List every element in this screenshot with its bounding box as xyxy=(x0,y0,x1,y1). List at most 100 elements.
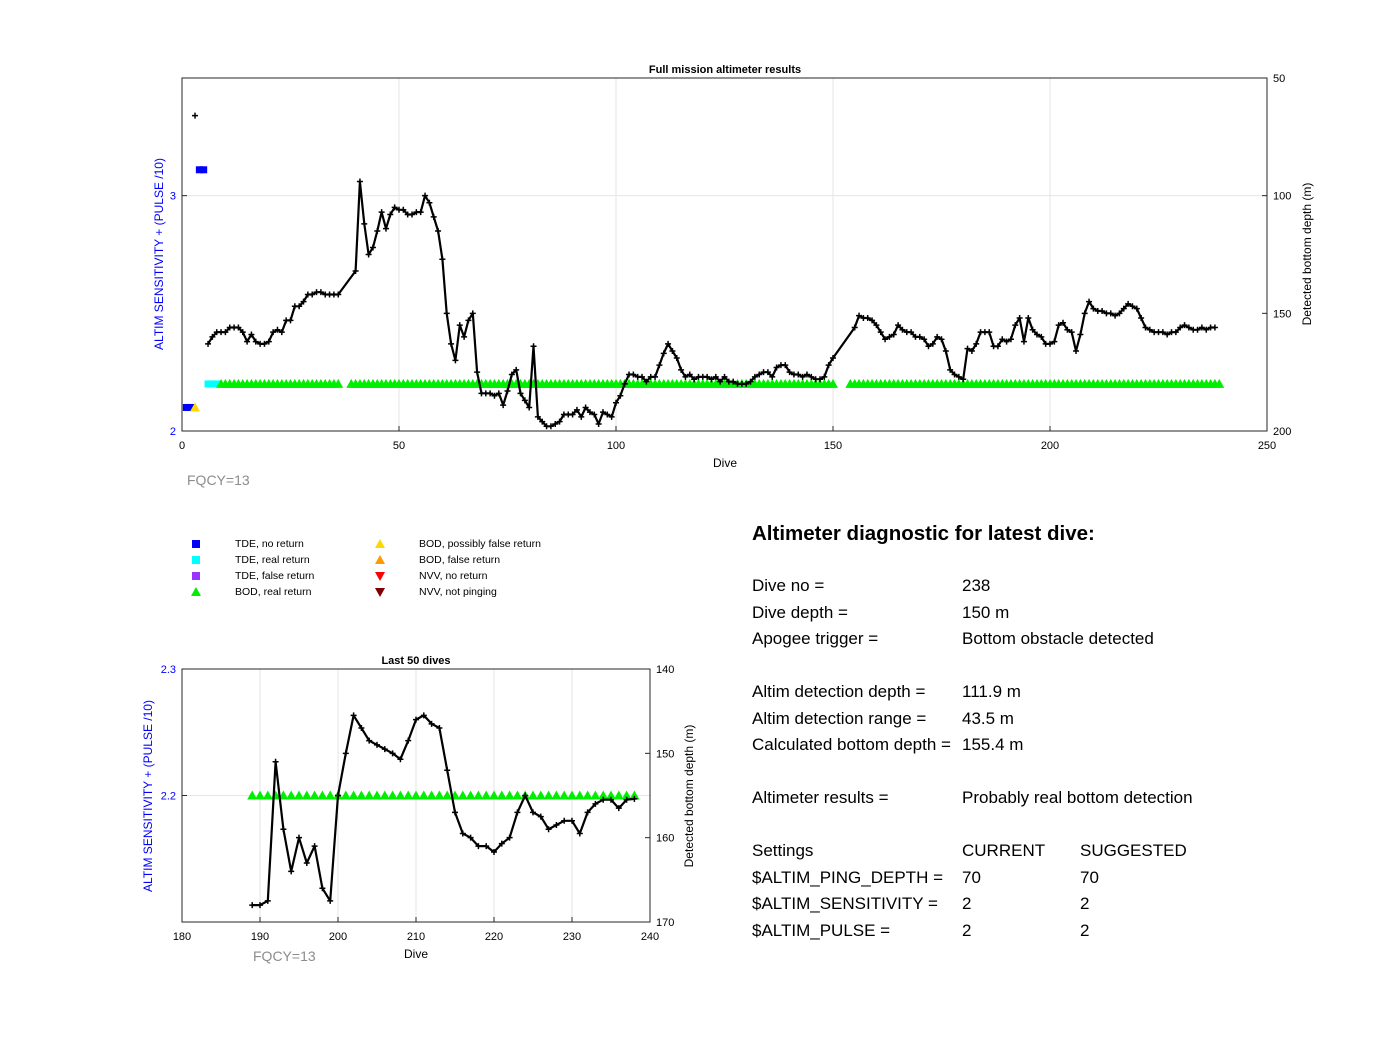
legend-label: BOD, possibly false return xyxy=(419,538,541,550)
depth-point xyxy=(1064,326,1071,333)
depth-point xyxy=(899,326,906,333)
depth-point xyxy=(951,371,958,378)
depth-point xyxy=(459,830,466,837)
depth-point xyxy=(209,333,216,340)
depth-point xyxy=(576,830,583,837)
depth-point xyxy=(613,399,619,406)
depth-point xyxy=(938,336,945,343)
depth-point xyxy=(639,373,646,380)
depth-point xyxy=(487,390,494,397)
last-y-axis-label: ALTIM SENSITIVITY + (PULSE /10) xyxy=(141,700,155,892)
depth-point xyxy=(514,809,521,816)
settings-row: $ALTIM_PING_DEPTH = 70 70 xyxy=(752,868,1099,895)
depth-point xyxy=(1181,322,1188,329)
depth-point xyxy=(296,834,302,841)
x-tick-label: 220 xyxy=(485,931,503,943)
status-marker xyxy=(543,790,554,800)
depth-point xyxy=(288,868,295,875)
diag-row-dive-depth: Dive depth = 150 m xyxy=(752,603,1095,630)
status-marker xyxy=(387,790,398,800)
depth-point xyxy=(456,322,463,329)
depth-point xyxy=(248,331,255,338)
triangle-up-icon xyxy=(190,586,202,598)
status-marker xyxy=(182,403,190,411)
depth-point xyxy=(274,326,281,333)
main-y-axis-label: ALTIM SENSITIVITY + (PULSE /10) xyxy=(152,158,166,350)
status-marker xyxy=(590,790,601,800)
status-marker xyxy=(356,790,367,800)
legend-label: NVV, no return xyxy=(419,570,488,582)
depth-point xyxy=(303,859,310,866)
depth-point xyxy=(205,340,212,347)
last-y2-axis-label: Detected bottom depth (m) xyxy=(682,725,696,868)
depth-point xyxy=(483,843,490,850)
depth-point xyxy=(617,392,624,399)
depth-point xyxy=(500,402,507,409)
depth-point xyxy=(342,750,349,757)
depth-point xyxy=(374,741,380,748)
depth-point xyxy=(553,822,560,829)
depth-point xyxy=(448,340,455,347)
depth-point xyxy=(1038,333,1045,340)
legend: TDE, no return TDE, real return TDE, fal… xyxy=(190,538,570,608)
last-series xyxy=(249,712,638,909)
depth-point xyxy=(925,343,932,350)
depth-point xyxy=(808,373,815,380)
depth-point xyxy=(721,373,728,380)
depth-point xyxy=(1164,331,1171,338)
status-marker xyxy=(364,790,375,800)
depth-point xyxy=(1060,319,1067,326)
depth-point xyxy=(873,322,880,329)
status-marker xyxy=(372,790,382,800)
depth-point xyxy=(569,411,576,418)
depth-point xyxy=(296,303,303,310)
depth-point xyxy=(591,411,598,418)
x-tick-label: 50 xyxy=(393,440,405,452)
triangle-down-icon xyxy=(374,570,386,582)
depth-point xyxy=(856,312,863,319)
depth-point xyxy=(391,204,398,211)
depth-point xyxy=(436,725,443,732)
depth-point xyxy=(1120,305,1127,312)
main-x-axis-label: Dive xyxy=(713,456,737,470)
depth-point xyxy=(864,315,871,322)
setting-current: 2 xyxy=(962,894,972,913)
status-marker xyxy=(598,790,609,800)
depth-point xyxy=(365,251,372,258)
depth-point xyxy=(608,796,614,803)
diag-row-calc-depth: Calculated bottom depth = 155.4 m xyxy=(752,735,1095,762)
diag-label: Altimeter results = xyxy=(752,788,889,807)
y2-tick-label: 160 xyxy=(656,833,674,845)
diag-value: 111.9 m xyxy=(962,682,1021,701)
depth-point xyxy=(764,369,771,376)
y-tick-label: 2.3 xyxy=(161,664,176,676)
status-marker xyxy=(613,790,624,800)
diag-value: Bottom obstacle detected xyxy=(962,629,1154,648)
depth-point xyxy=(584,809,591,816)
depth-point xyxy=(1194,326,1201,333)
y-tick-label: 2.2 xyxy=(161,791,176,803)
depth-point xyxy=(1003,338,1010,345)
main-fqcy-label: FQCY=13 xyxy=(187,472,250,488)
status-marker xyxy=(457,790,468,800)
legend-item: TDE, false return xyxy=(190,570,314,582)
depth-point xyxy=(1073,347,1080,354)
status-marker xyxy=(204,380,212,388)
depth-point xyxy=(426,199,433,206)
status-marker xyxy=(325,790,336,800)
diag-value: Probably real bottom detection xyxy=(962,788,1193,807)
depth-point xyxy=(1142,324,1149,331)
status-marker xyxy=(333,378,344,388)
depth-point xyxy=(1172,329,1179,336)
x-tick-label: 180 xyxy=(173,931,191,943)
depth-point xyxy=(358,725,365,732)
status-marker xyxy=(195,166,203,174)
status-marker xyxy=(301,790,312,800)
depth-point xyxy=(378,209,385,216)
depth-point xyxy=(428,720,435,727)
depth-point xyxy=(708,376,715,383)
depth-point xyxy=(678,366,685,373)
depth-point xyxy=(239,329,246,336)
depth-line xyxy=(207,180,1215,428)
depth-point xyxy=(280,826,287,833)
